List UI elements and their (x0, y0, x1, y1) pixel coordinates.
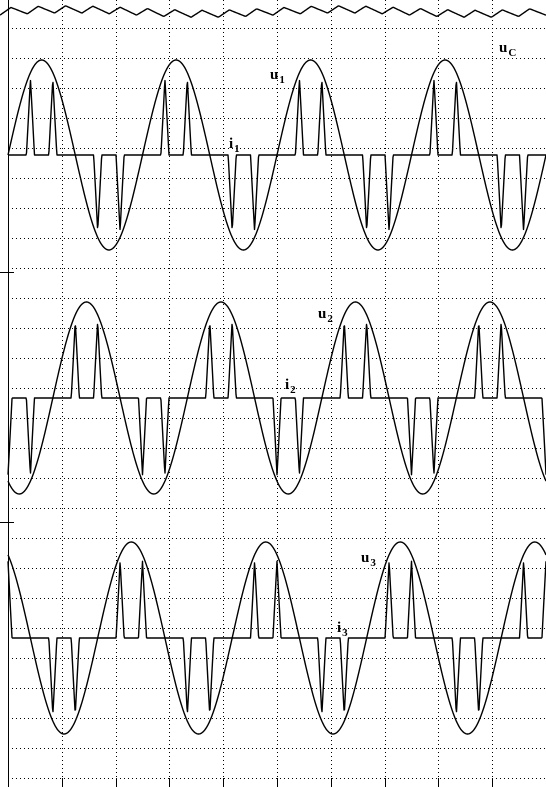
label-i1: i1 (229, 136, 240, 155)
label-u3: u3 (361, 550, 376, 569)
label-u2: u2 (318, 306, 333, 325)
label-i2: i2 (285, 377, 296, 396)
traces (0, 5, 546, 735)
label-i3: i3 (337, 620, 348, 639)
label-u1: u1 (270, 67, 285, 86)
trace-labels: uC u1 i1 u2 i2 u3 i3 (229, 40, 516, 639)
i2-trace (7, 323, 546, 476)
i3-trace (7, 560, 546, 713)
uC-trace (0, 5, 546, 18)
i1-trace (7, 79, 546, 231)
label-uC: uC (499, 40, 516, 59)
